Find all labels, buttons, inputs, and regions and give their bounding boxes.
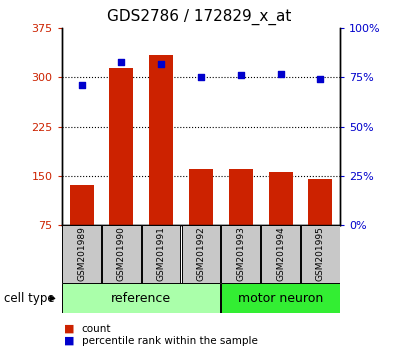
Text: ■: ■ [64, 336, 74, 346]
Point [118, 59, 125, 64]
Bar [149, 55, 173, 225]
Point [317, 76, 324, 82]
Text: count: count [82, 324, 111, 333]
Text: GSM201995: GSM201995 [316, 227, 325, 281]
Text: GSM201991: GSM201991 [157, 227, 166, 281]
Point [78, 82, 85, 88]
Bar [109, 68, 133, 225]
Bar [308, 179, 332, 225]
Text: motor neuron: motor neuron [238, 292, 323, 305]
Text: GSM201992: GSM201992 [197, 227, 205, 281]
Bar [102, 225, 141, 283]
Bar [269, 172, 293, 225]
Text: reference: reference [111, 292, 172, 305]
Text: percentile rank within the sample: percentile rank within the sample [82, 336, 258, 346]
Bar [189, 169, 213, 225]
Text: GSM201990: GSM201990 [117, 227, 126, 281]
Text: cell type: cell type [4, 292, 55, 305]
Point [238, 73, 244, 78]
Bar [229, 169, 253, 225]
Text: GSM201989: GSM201989 [77, 227, 86, 281]
Bar [222, 283, 339, 313]
Bar [70, 185, 94, 225]
Bar [261, 225, 300, 283]
Point [277, 71, 284, 76]
Point [198, 75, 204, 80]
Bar [142, 225, 181, 283]
Text: GSM201994: GSM201994 [276, 227, 285, 281]
Bar [62, 225, 101, 283]
Text: ■: ■ [64, 324, 74, 333]
Bar [62, 283, 220, 313]
Text: GSM201993: GSM201993 [236, 227, 245, 281]
Bar [181, 225, 220, 283]
Point [158, 61, 164, 67]
Text: GDS2786 / 172829_x_at: GDS2786 / 172829_x_at [107, 9, 291, 25]
Bar [222, 225, 260, 283]
Bar [301, 225, 339, 283]
